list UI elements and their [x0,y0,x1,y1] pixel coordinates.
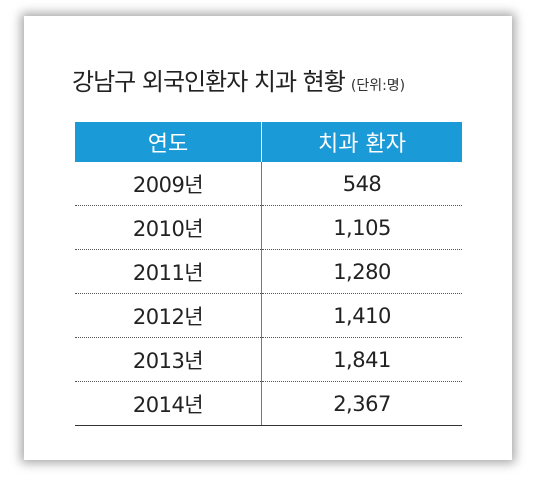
table-row: 2012년 1,410 [75,293,462,338]
table-cell: 1,841 [261,337,462,382]
table-row: 2011년 1,280 [75,249,462,294]
header-row: 연도 치과 환자 [75,122,462,162]
table-row: 2009년 548 [75,162,462,206]
table: 연도 치과 환자 2009년 548 2010년 1,105 2011년 1,280 2012… [75,122,462,426]
table-cell: 1,280 [261,249,462,294]
table-cell: 2,367 [261,381,462,426]
table-cell: 2009년 [75,162,262,206]
table-row: 2014년 2,367 [75,381,462,426]
table-cell: 2010년 [75,205,262,250]
table-cell: 2014년 [75,381,262,426]
unit: (단위:명) [350,78,406,94]
table-cell: 2013년 [75,337,262,382]
table-cell: 2011년 [75,249,262,294]
table-cell: 1,410 [261,293,462,338]
title-line: 강남구 외국인환자 치과 현황 (단위:명) [72,62,405,97]
table-cell: 2012년 [75,293,262,338]
table-row: 2013년 1,841 [75,337,462,382]
card: 강남구 외국인환자 치과 현황 (단위:명) 연도 치과 환자 2009년 548 20… [24,16,512,460]
column-header: 치과 환자 [261,122,462,162]
table-cell: 1,105 [261,205,462,250]
title: 강남구 외국인환자 치과 현황 [72,68,346,96]
column-header: 연도 [75,122,262,162]
table-body: 2009년 548 2010년 1,105 2011년 1,280 2012년 1,410 20… [75,162,462,426]
table-row: 2010년 1,105 [75,205,462,250]
table-cell: 548 [261,162,462,206]
